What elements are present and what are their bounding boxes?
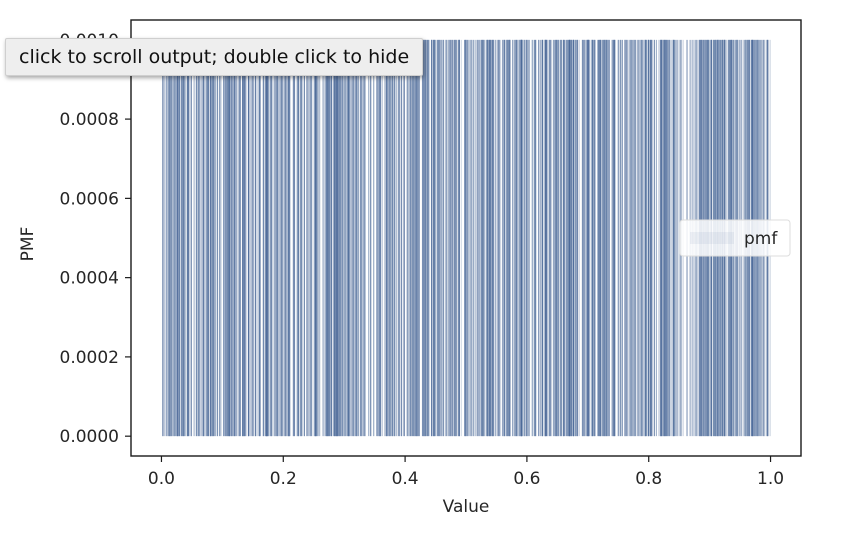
x-tick-label: 0.4 (392, 469, 419, 489)
pmf-bars (162, 39, 771, 437)
legend-swatch (690, 232, 734, 244)
x-axis-label: Value (443, 497, 490, 517)
plot-frame (130, 19, 802, 457)
y-tick-label: 0.0006 (60, 189, 119, 209)
x-axis: 0.0 0.2 0.4 0.6 0.8 1.0 (148, 456, 784, 489)
legend: pmf (679, 219, 791, 257)
y-tick-label: 0.0002 (60, 348, 119, 368)
x-tick-label: 0.6 (513, 469, 540, 489)
y-tick-label: 0.0000 (60, 427, 119, 447)
x-tick-label: 1.0 (757, 469, 784, 489)
legend-box (679, 219, 791, 257)
x-tick-label: 0.2 (270, 469, 297, 489)
output-scroll-tooltip[interactable]: click to scroll output; double click to … (5, 38, 424, 76)
x-tick-label: 0.8 (635, 469, 662, 489)
y-axis-label: PMF (18, 227, 38, 262)
legend-label-pmf: pmf (744, 229, 778, 249)
x-tick-label: 0.0 (148, 469, 175, 489)
y-tick-label: 0.0004 (60, 269, 119, 289)
y-tick-label: 0.0008 (60, 110, 119, 130)
